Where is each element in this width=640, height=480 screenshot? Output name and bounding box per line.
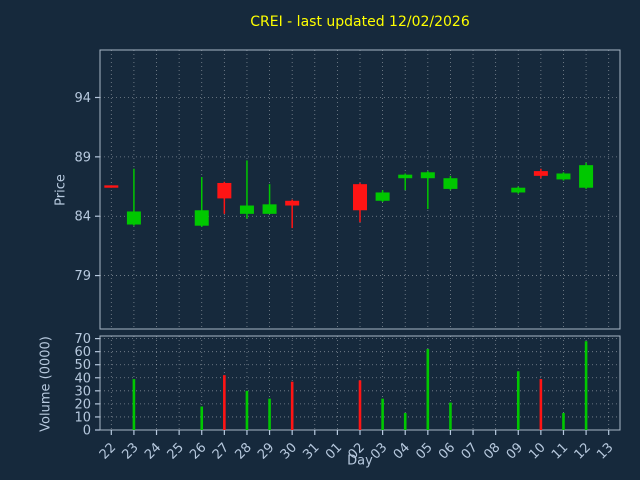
svg-text:27: 27 [210,440,232,462]
svg-text:28: 28 [232,440,254,462]
svg-text:31: 31 [300,440,322,462]
svg-text:50: 50 [74,358,91,373]
svg-text:29: 29 [255,440,277,462]
svg-text:10: 10 [526,440,548,462]
svg-text:10: 10 [74,410,91,425]
svg-text:01: 01 [323,440,345,462]
svg-text:79: 79 [74,269,91,284]
volume-axis-label: Volume (0000) [38,336,54,432]
svg-text:25: 25 [165,440,187,462]
svg-text:12: 12 [572,440,594,462]
svg-text:06: 06 [436,440,458,462]
svg-text:30: 30 [278,440,300,462]
svg-text:23: 23 [119,440,141,462]
price-axis-label: Price [53,174,69,206]
svg-text:26: 26 [187,440,209,462]
svg-text:89: 89 [74,150,91,165]
svg-text:70: 70 [74,332,91,347]
svg-text:40: 40 [74,371,91,386]
svg-text:24: 24 [142,440,164,462]
svg-text:84: 84 [74,210,91,225]
svg-text:13: 13 [594,440,616,462]
svg-text:07: 07 [459,440,481,462]
svg-text:11: 11 [549,440,571,462]
svg-text:94: 94 [74,91,91,106]
svg-text:30: 30 [74,384,91,399]
svg-text:05: 05 [413,440,435,462]
chart-title: CREI - last updated 12/02/2026 [250,14,470,30]
svg-text:04: 04 [391,440,413,462]
svg-text:20: 20 [74,397,91,412]
day-axis-label: Day [347,453,373,469]
svg-text:22: 22 [97,440,119,462]
svg-text:0: 0 [83,424,91,439]
svg-text:08: 08 [481,440,503,462]
svg-text:60: 60 [74,345,91,360]
svg-text:09: 09 [504,440,526,462]
